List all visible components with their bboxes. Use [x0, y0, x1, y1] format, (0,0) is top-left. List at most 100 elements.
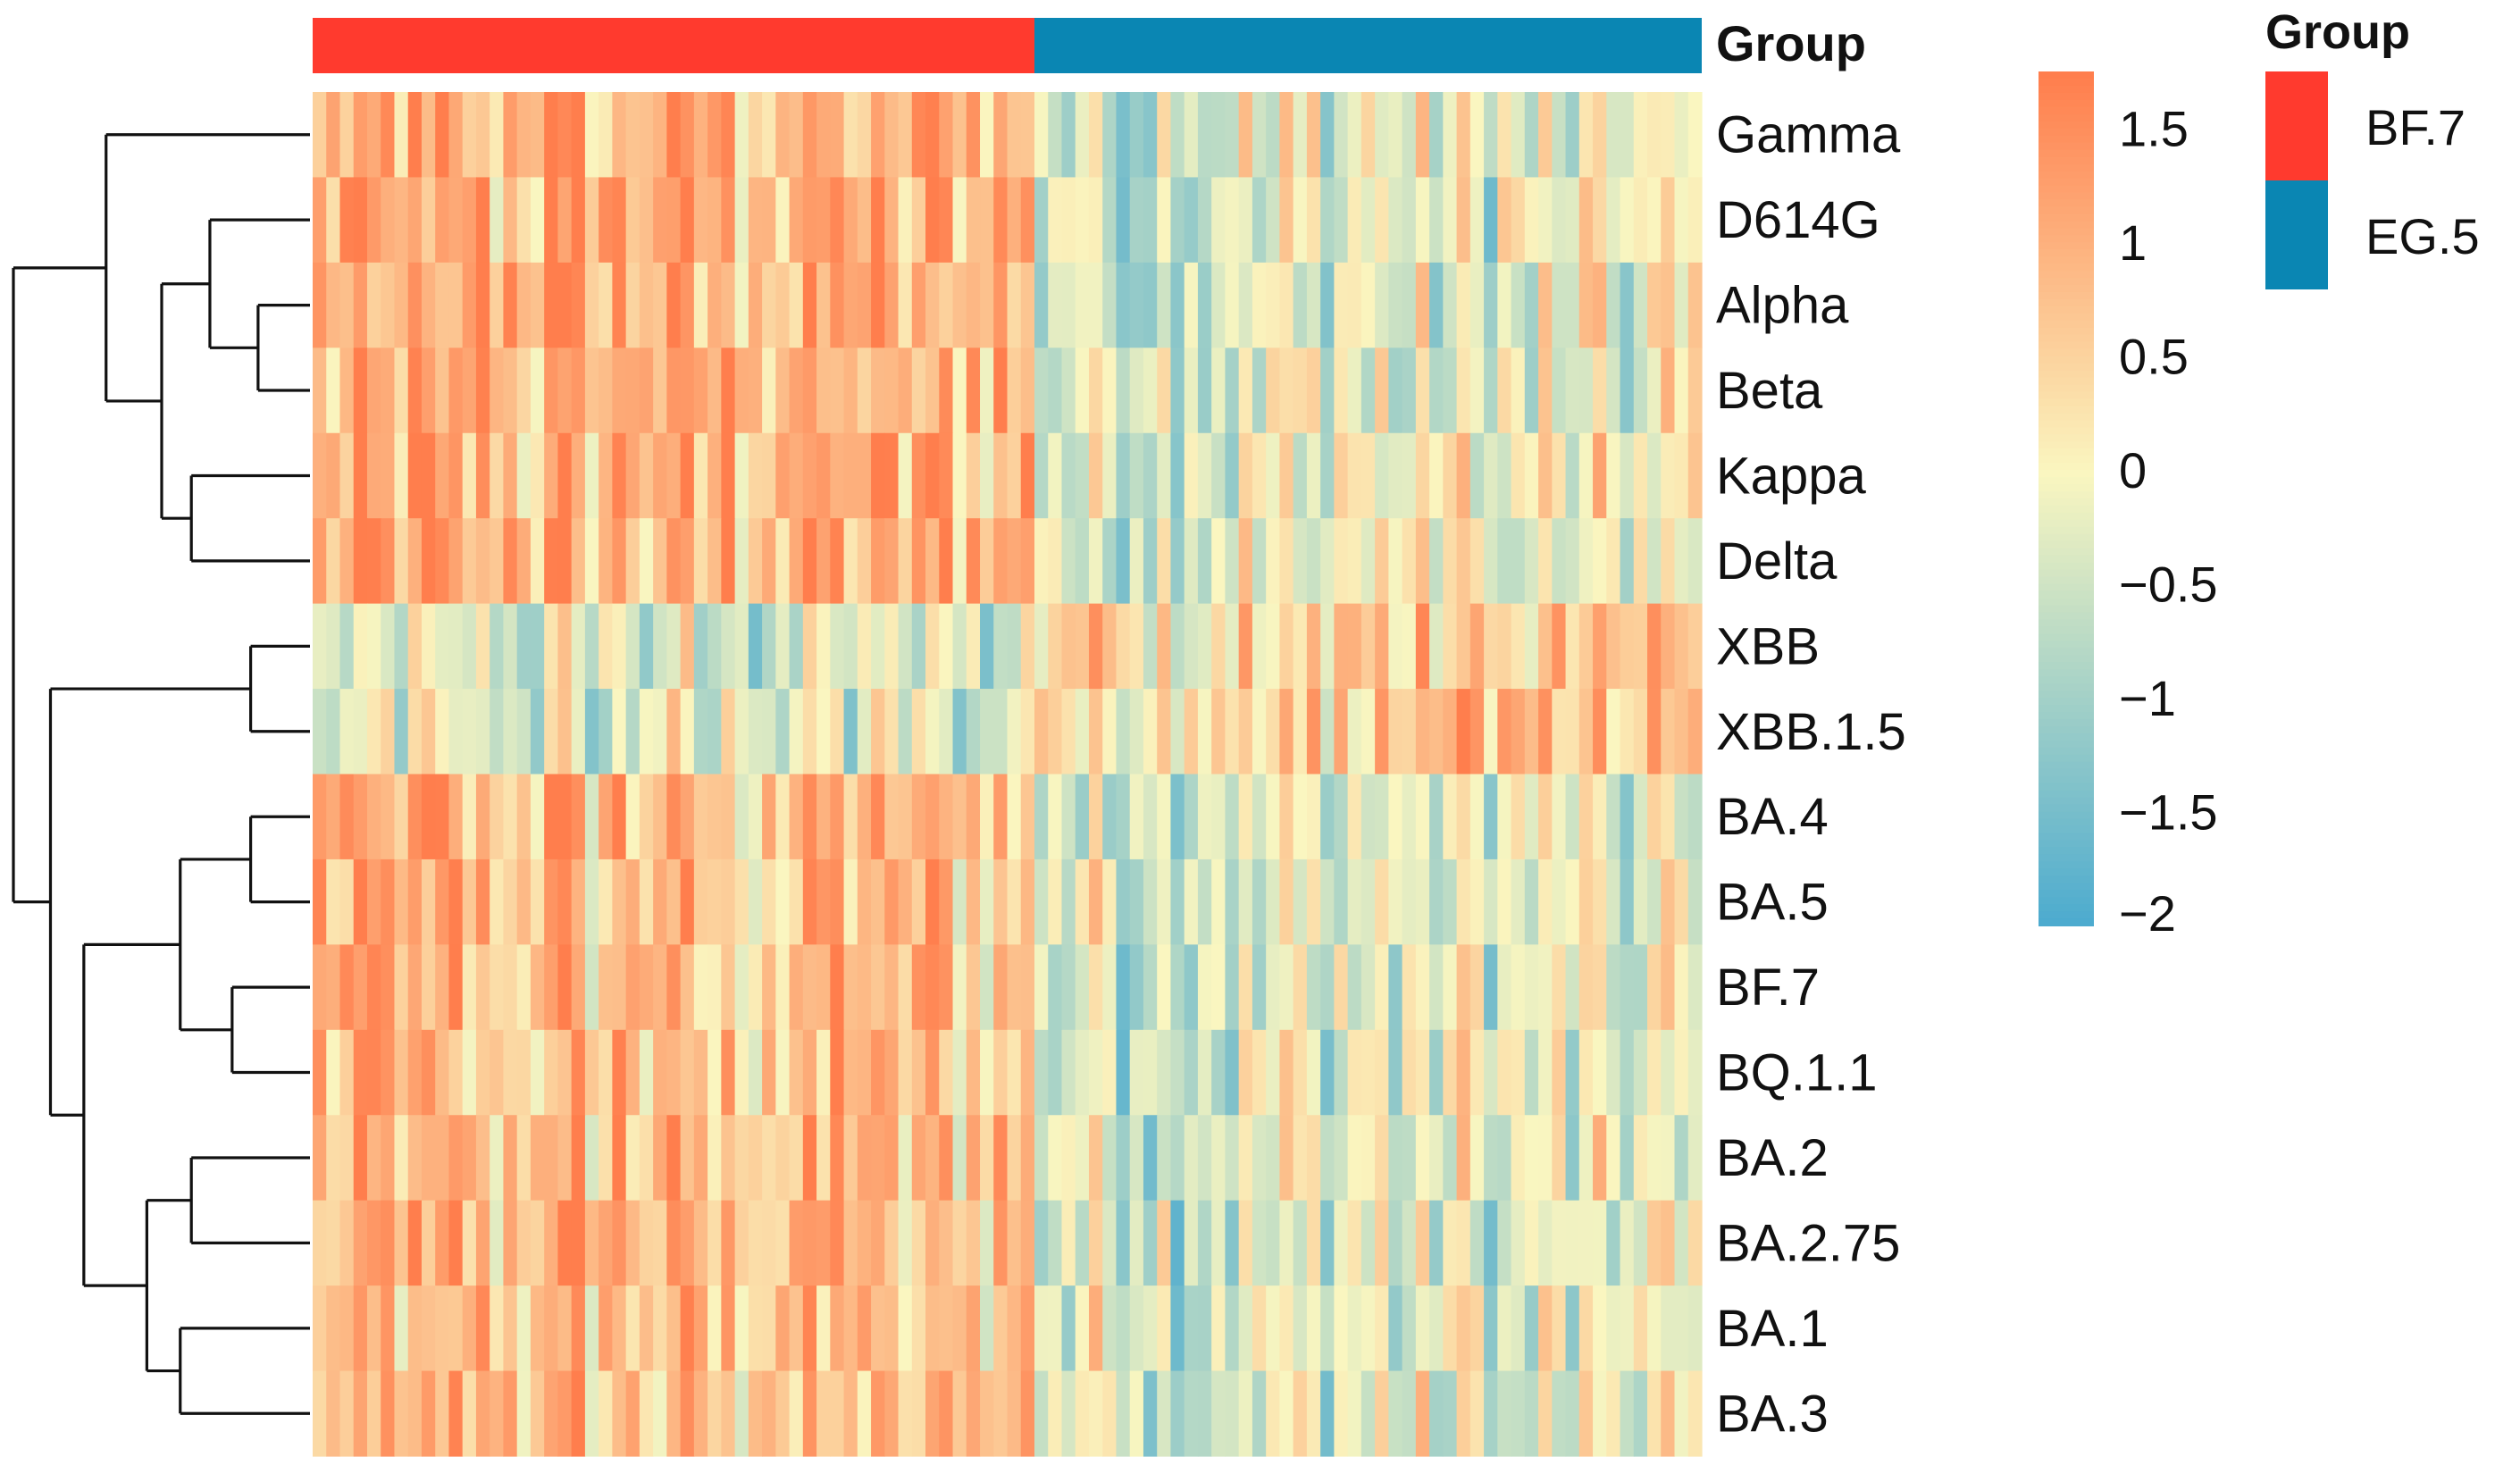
heatmap-cell — [366, 944, 381, 1031]
heatmap-cell — [1034, 177, 1049, 264]
heatmap-cell — [789, 348, 804, 434]
heatmap-cell — [666, 944, 682, 1031]
heatmap-cell — [898, 348, 913, 434]
heatmap-cell — [830, 92, 845, 179]
heatmap-cell — [871, 944, 885, 1031]
heatmap-cell — [1129, 262, 1144, 348]
heatmap-cell — [353, 689, 368, 775]
heatmap-cell — [1238, 1029, 1253, 1116]
heatmap-cell — [1443, 944, 1458, 1031]
heatmap-cell — [707, 689, 722, 775]
heatmap-cell — [1075, 944, 1090, 1031]
colorbar-step — [2039, 498, 2094, 507]
heatmap-cell — [1565, 1115, 1580, 1202]
heatmap-cell — [612, 858, 627, 945]
heatmap-cell — [448, 92, 464, 179]
colorbar-step — [2039, 512, 2094, 521]
heatmap-cell — [830, 858, 845, 945]
heatmap-cell — [339, 262, 355, 348]
heatmap-cell — [1238, 1200, 1253, 1286]
colorbar-step — [2039, 291, 2094, 300]
heatmap-cell — [721, 689, 736, 775]
heatmap-cell — [1197, 1029, 1212, 1116]
heatmap-cell — [1020, 262, 1035, 348]
heatmap-cell — [1116, 348, 1131, 434]
heatmap-cell — [625, 1285, 640, 1372]
heatmap-cell — [775, 774, 791, 860]
heatmap-cell — [1034, 432, 1049, 519]
heatmap-cell — [1020, 1200, 1035, 1286]
heatmap-cell — [1565, 432, 1580, 519]
colorbar-step — [2039, 626, 2094, 635]
heatmap-cell — [939, 603, 954, 690]
heatmap-cell — [544, 1200, 559, 1286]
heatmap-cell — [394, 858, 409, 945]
colorbar-step — [2039, 242, 2094, 251]
heatmap-cell — [789, 177, 804, 264]
heatmap-cell — [993, 1029, 1009, 1116]
heatmap-cell — [748, 1285, 763, 1372]
heatmap-cell — [516, 262, 532, 348]
heatmap-cell — [326, 177, 341, 264]
heatmap-cell — [503, 262, 518, 348]
heatmap-cell — [911, 348, 926, 434]
heatmap-cell — [490, 518, 505, 605]
heatmap-cell — [939, 944, 954, 1031]
heatmap-cell — [966, 603, 981, 690]
heatmap-cell — [734, 432, 749, 519]
colorbar-step — [2039, 783, 2094, 791]
heatmap-cell — [1606, 944, 1621, 1031]
heatmap-cell — [1402, 858, 1417, 945]
colorbar-step — [2039, 811, 2094, 820]
row-label-ba-1: BA.1 — [1716, 1300, 1829, 1358]
heatmap-cell — [1320, 92, 1335, 179]
heatmap-cell — [1252, 1370, 1267, 1457]
heatmap-cell — [599, 1285, 613, 1372]
heatmap-cell — [925, 944, 940, 1031]
heatmap-cell — [421, 689, 436, 775]
heatmap-cell — [1334, 1370, 1349, 1457]
heatmap-cell — [612, 774, 627, 860]
heatmap-cell — [435, 348, 450, 434]
heatmap-cell — [1170, 348, 1185, 434]
heatmap-cell — [584, 518, 599, 605]
heatmap-cell — [407, 518, 423, 605]
heatmap-cell — [993, 944, 1009, 1031]
heatmap-cell — [557, 603, 573, 690]
heatmap-cell — [1102, 348, 1118, 434]
heatmap-cell — [612, 1115, 627, 1202]
heatmap-cell — [435, 1370, 450, 1457]
heatmap-cell — [693, 1370, 708, 1457]
heatmap-cell — [1279, 518, 1294, 605]
heatmap-cell — [693, 774, 708, 860]
heatmap-cell — [1375, 603, 1389, 690]
heatmap-cell — [1687, 518, 1703, 605]
heatmap-cell — [1020, 1115, 1035, 1202]
heatmap-cell — [421, 348, 436, 434]
heatmap-cell — [1565, 944, 1580, 1031]
heatmap-cell — [516, 774, 532, 860]
heatmap-cell — [1388, 774, 1403, 860]
heatmap-cell — [435, 1115, 450, 1202]
heatmap-cell — [898, 177, 913, 264]
heatmap-cell — [1606, 1200, 1621, 1286]
heatmap-cell — [557, 1029, 573, 1116]
heatmap-cell — [544, 603, 559, 690]
heatmap-cell — [693, 603, 708, 690]
heatmap-cell — [1443, 92, 1458, 179]
heatmap-cell — [584, 177, 599, 264]
heatmap-cell — [1538, 177, 1553, 264]
heatmap-cell — [1593, 603, 1607, 690]
heatmap-cell — [693, 944, 708, 1031]
heatmap-cell — [1375, 92, 1389, 179]
heatmap-cell — [1157, 348, 1172, 434]
heatmap-cell — [857, 92, 872, 179]
heatmap-cell — [381, 689, 396, 775]
heatmap-cell — [530, 774, 545, 860]
heatmap-cell — [448, 1029, 464, 1116]
colorbar-step — [2039, 705, 2094, 713]
heatmap-cell — [1075, 177, 1090, 264]
heatmap-cell — [884, 518, 900, 605]
heatmap-cell — [1007, 348, 1022, 434]
heatmap-cell — [557, 432, 573, 519]
